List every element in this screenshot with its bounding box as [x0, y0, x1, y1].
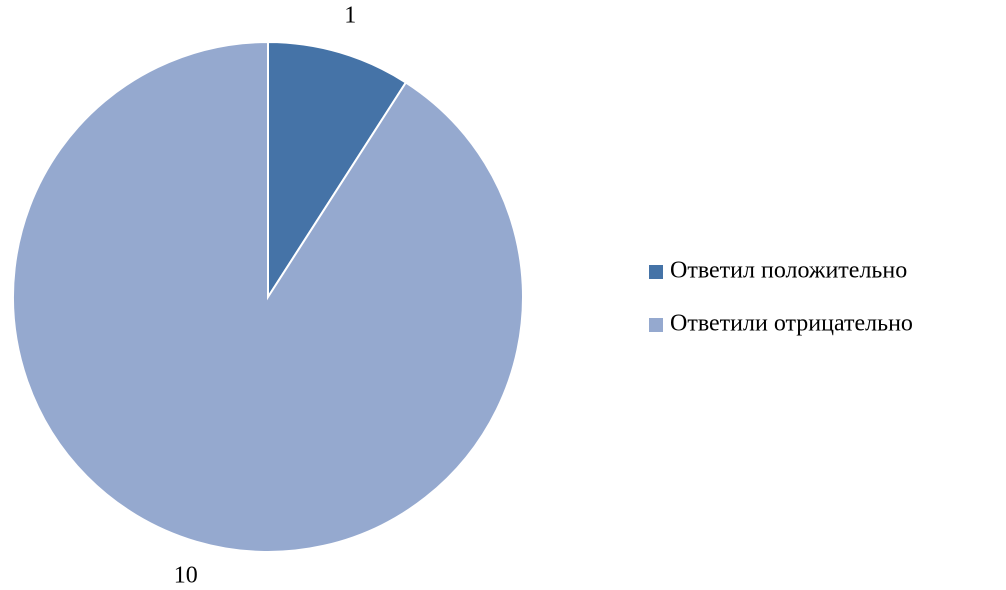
- pie-slice: [267, 40, 408, 301]
- data-label: 10: [174, 563, 198, 589]
- legend-label: Ответили отрицательно: [670, 311, 913, 337]
- pie-slice: [12, 40, 524, 553]
- legend-swatch: [649, 265, 663, 279]
- legend-label: Ответил положительно: [670, 258, 907, 284]
- data-label: 1: [344, 2, 356, 28]
- legend-swatch: [649, 318, 663, 332]
